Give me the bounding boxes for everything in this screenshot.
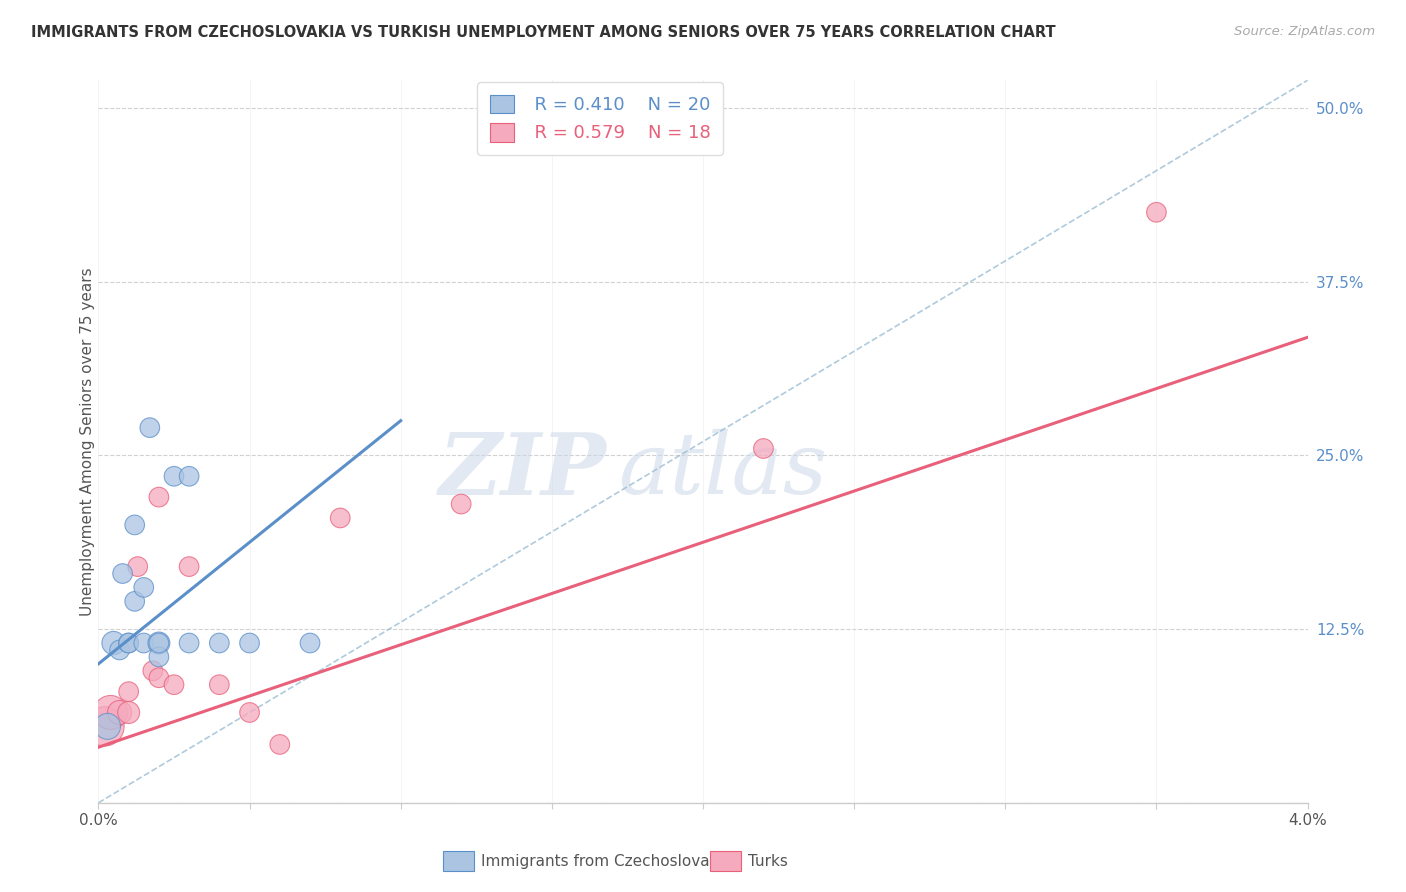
Point (179, 636, 201, 650)
Point (118, 684, 141, 698)
Point (148, 636, 170, 650)
Point (179, 469, 201, 483)
Point (118, 636, 141, 650)
Point (111, 566, 134, 581)
Point (179, 559, 201, 574)
Point (450, 497, 472, 511)
Point (100, 706, 122, 720)
Text: Immigrants from Czechoslovakia: Immigrants from Czechoslovakia (481, 855, 733, 869)
Text: atlas: atlas (619, 429, 828, 512)
Point (148, 671, 170, 685)
Point (139, 420, 162, 434)
Point (148, 636, 170, 650)
Point (239, 706, 262, 720)
Y-axis label: Unemployment Among Seniors over 75 years: Unemployment Among Seniors over 75 years (80, 268, 94, 615)
Point (163, 678, 186, 692)
Point (132, 581, 155, 595)
Text: Turks: Turks (748, 855, 787, 869)
Point (148, 490, 170, 504)
Point (132, 636, 155, 650)
Point (1146, 205, 1168, 219)
Point (108, 706, 131, 720)
Point (93, 719, 115, 733)
Point (124, 517, 146, 532)
Point (148, 649, 170, 664)
Point (118, 636, 141, 650)
Point (127, 559, 149, 574)
Point (103, 636, 125, 650)
Point (208, 678, 231, 692)
Point (299, 636, 322, 650)
Point (108, 643, 131, 657)
Legend:   R = 0.410    N = 20,   R = 0.579    N = 18: R = 0.410 N = 20, R = 0.579 N = 18 (478, 82, 723, 155)
Point (269, 738, 291, 752)
Text: ZIP: ZIP (439, 429, 606, 512)
Point (208, 636, 231, 650)
Point (239, 636, 262, 650)
Point (118, 706, 141, 720)
Point (329, 511, 352, 525)
Text: IMMIGRANTS FROM CZECHOSLOVAKIA VS TURKISH UNEMPLOYMENT AMONG SENIORS OVER 75 YEA: IMMIGRANTS FROM CZECHOSLOVAKIA VS TURKIS… (31, 25, 1056, 40)
Point (752, 442, 775, 456)
Point (96, 719, 118, 733)
Point (163, 469, 186, 483)
Point (142, 664, 165, 678)
Text: Source: ZipAtlas.com: Source: ZipAtlas.com (1234, 25, 1375, 38)
Point (124, 594, 146, 608)
